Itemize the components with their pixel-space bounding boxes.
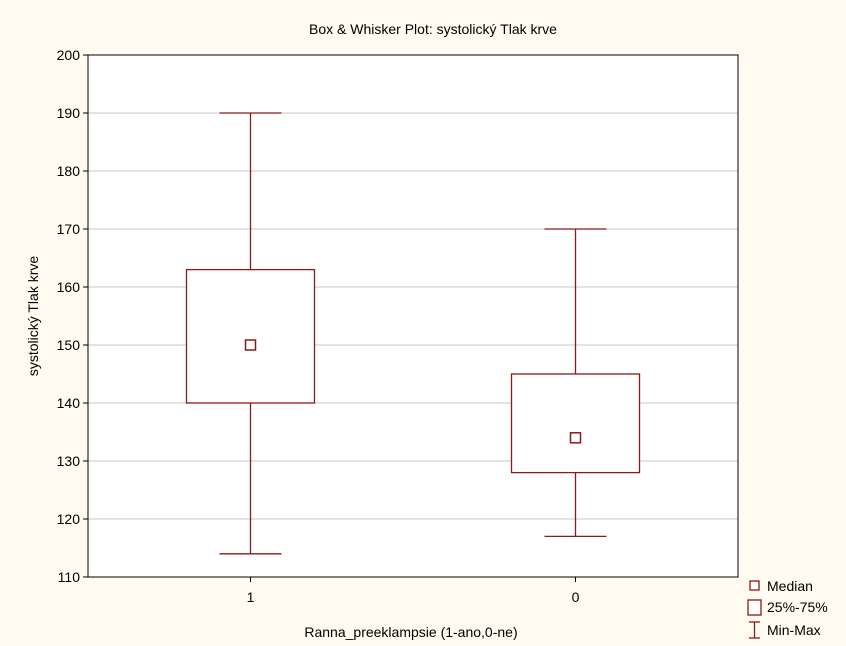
box-group-0 [510, 228, 641, 538]
box-group-1 [185, 112, 316, 555]
plot-area [88, 55, 738, 577]
legend-iqr-symbol [747, 599, 762, 616]
y-tick-label: 190 [57, 105, 81, 121]
y-tick-label: 120 [57, 511, 81, 527]
legend-minmax-symbol [749, 621, 760, 639]
iqr-box [185, 268, 316, 404]
y-tick-label: 140 [57, 395, 81, 411]
y-tick-label: 170 [57, 221, 81, 237]
y-tick-label: 180 [57, 163, 81, 179]
chart-title: Box & Whisker Plot: systolický Tlak krve [309, 21, 557, 37]
y-tick-label: 150 [57, 337, 81, 353]
median-marker [569, 432, 582, 444]
legend-item-label: Min-Max [767, 622, 821, 638]
y-tick-label: 130 [57, 453, 81, 469]
x-tick-label: 0 [572, 589, 580, 605]
iqr-box [510, 373, 641, 474]
legend: Median 25%-75% Min-Max [747, 578, 828, 639]
x-axis-label: Ranna_preeklampsie (1-ano,0-ne) [304, 624, 517, 640]
y-tick-label: 110 [58, 569, 81, 585]
y-axis-label: systolický Tlak krve [25, 256, 41, 377]
legend-item-label: 25%-75% [767, 599, 828, 615]
x-tick-label: 1 [247, 589, 255, 605]
legend-median-symbol [749, 580, 760, 591]
median-marker [244, 339, 257, 351]
plot-frame [87, 54, 739, 578]
y-tick-label: 200 [57, 47, 81, 63]
y-tick-label: 160 [57, 279, 81, 295]
plot-layer: 110 120 130 140 150 160 170 180 190 200 1 0 [57, 47, 739, 605]
legend-item-label: Median [767, 578, 813, 594]
